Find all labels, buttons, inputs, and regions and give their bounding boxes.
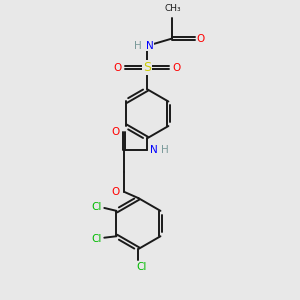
Text: H: H (161, 145, 169, 155)
Text: O: O (173, 62, 181, 73)
Text: CH₃: CH₃ (165, 4, 182, 13)
Text: N: N (150, 145, 157, 155)
Text: S: S (143, 61, 151, 74)
Text: O: O (112, 127, 120, 137)
Text: O: O (196, 34, 205, 44)
Text: Cl: Cl (91, 202, 101, 212)
Text: Cl: Cl (91, 234, 101, 244)
Text: N: N (146, 41, 154, 51)
Text: O: O (112, 187, 120, 197)
Text: Cl: Cl (136, 262, 146, 272)
Text: H: H (134, 41, 142, 51)
Text: O: O (171, 11, 172, 12)
Text: O: O (113, 62, 122, 73)
